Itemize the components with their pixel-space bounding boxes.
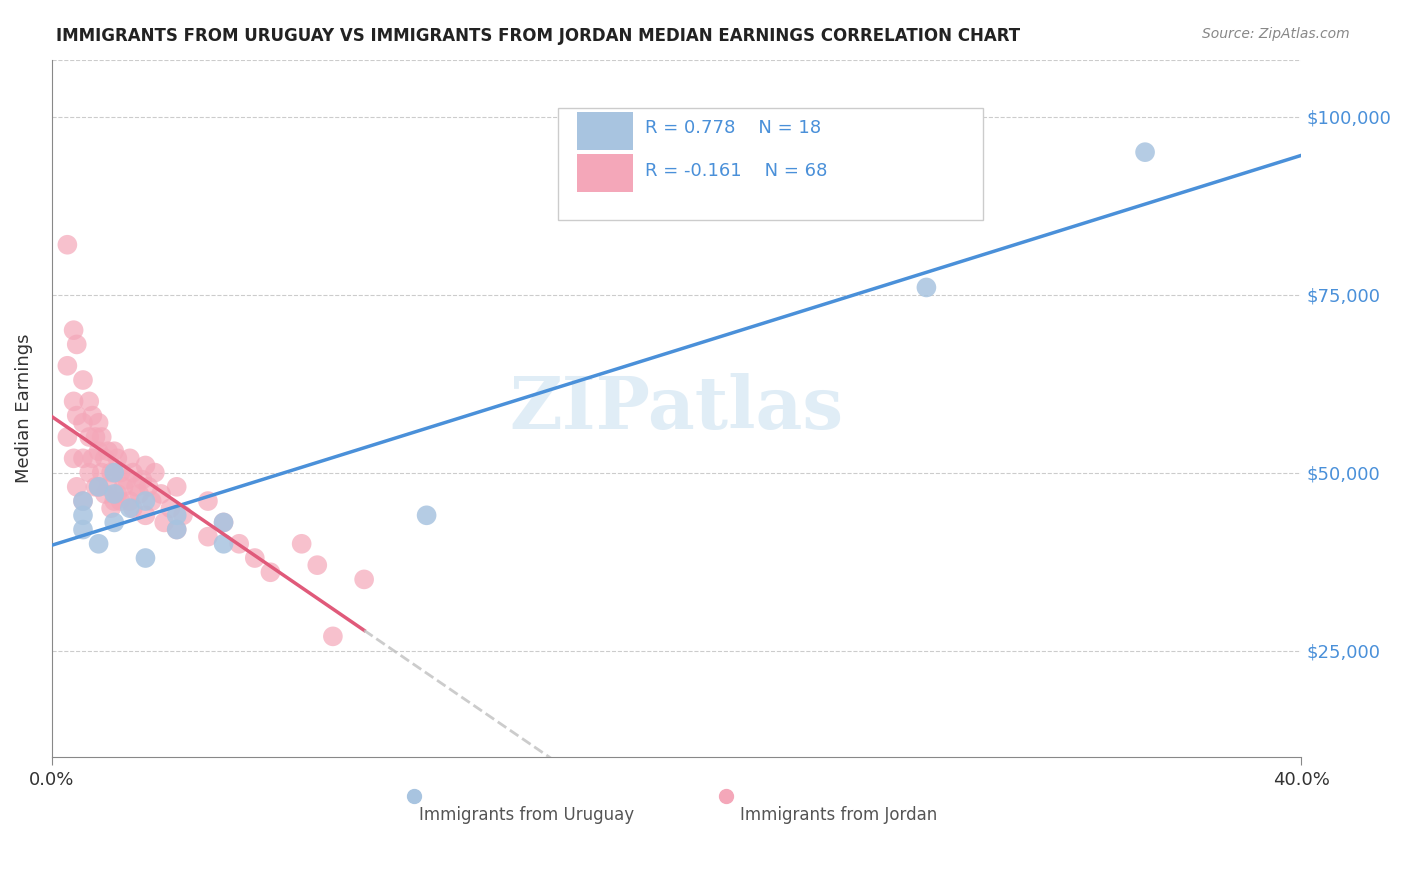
Point: [90, 430, 112, 444]
Point: [56, 430, 79, 444]
Point: [100, 501, 122, 516]
Point: [84, 480, 107, 494]
Point: [105, 487, 128, 501]
Text: ZIPatlas: ZIPatlas: [509, 373, 844, 444]
Point: [100, 466, 122, 480]
Point: [94, 487, 117, 501]
Point: [87, 444, 110, 458]
Point: [212, 537, 235, 551]
Point: [212, 516, 235, 530]
Point: [915, 280, 938, 294]
Point: [87, 480, 110, 494]
Point: [97, 480, 120, 494]
Point: [103, 466, 125, 480]
Point: [62, 394, 84, 409]
Point: [90, 466, 112, 480]
Point: [72, 373, 94, 387]
Point: [166, 480, 188, 494]
Point: [150, 487, 173, 501]
Point: [62, 451, 84, 466]
Point: [166, 523, 188, 537]
Point: [353, 573, 375, 587]
Point: [56, 237, 79, 252]
Point: [56, 359, 79, 373]
Point: [103, 466, 125, 480]
Point: [134, 494, 156, 508]
Point: [77, 394, 100, 409]
Point: [118, 501, 141, 516]
Point: [134, 551, 156, 566]
Point: [131, 473, 153, 487]
Point: [72, 508, 94, 523]
Point: [110, 466, 132, 480]
Point: [122, 466, 145, 480]
Point: [166, 508, 188, 523]
Point: [141, 494, 163, 508]
Point: [87, 537, 110, 551]
Point: [122, 501, 145, 516]
Point: [82, 409, 104, 423]
FancyBboxPatch shape: [558, 109, 983, 220]
Point: [415, 508, 437, 523]
Text: Source: ZipAtlas.com: Source: ZipAtlas.com: [1202, 27, 1350, 41]
Text: Immigrants from Uruguay: Immigrants from Uruguay: [419, 806, 634, 824]
Point: [77, 430, 100, 444]
Text: R = -0.161    N = 68: R = -0.161 N = 68: [645, 162, 828, 180]
Point: [322, 629, 344, 643]
Point: [97, 444, 120, 458]
Y-axis label: Median Earnings: Median Earnings: [15, 334, 32, 483]
Point: [66, 480, 89, 494]
Point: [134, 458, 156, 473]
Point: [243, 551, 266, 566]
Text: IMMIGRANTS FROM URUGUAY VS IMMIGRANTS FROM JORDAN MEDIAN EARNINGS CORRELATION CH: IMMIGRANTS FROM URUGUAY VS IMMIGRANTS FR…: [56, 27, 1021, 45]
Point: [118, 494, 141, 508]
Point: [112, 480, 135, 494]
Point: [66, 409, 89, 423]
Point: [197, 530, 219, 544]
FancyBboxPatch shape: [576, 112, 633, 151]
Point: [62, 323, 84, 337]
Point: [153, 516, 176, 530]
Point: [77, 466, 100, 480]
Point: [72, 416, 94, 430]
Point: [82, 451, 104, 466]
Point: [166, 523, 188, 537]
Point: [134, 508, 156, 523]
Point: [138, 480, 160, 494]
Point: [103, 444, 125, 458]
Point: [307, 558, 329, 573]
Point: [228, 537, 250, 551]
Text: R = 0.778    N = 18: R = 0.778 N = 18: [645, 119, 821, 137]
Point: [66, 337, 89, 351]
Point: [259, 566, 281, 580]
Point: [87, 480, 110, 494]
Point: [72, 523, 94, 537]
Point: [72, 494, 94, 508]
Point: [212, 516, 235, 530]
Point: [118, 451, 141, 466]
Point: [1133, 145, 1156, 160]
Point: [103, 494, 125, 508]
Point: [72, 451, 94, 466]
Point: [84, 430, 107, 444]
Point: [94, 451, 117, 466]
Point: [105, 451, 128, 466]
Point: [87, 416, 110, 430]
Point: [128, 487, 150, 501]
Point: [143, 466, 166, 480]
FancyBboxPatch shape: [576, 153, 633, 192]
Point: [291, 537, 314, 551]
Point: [115, 473, 138, 487]
Point: [103, 516, 125, 530]
Text: Immigrants from Jordan: Immigrants from Jordan: [741, 806, 938, 824]
Point: [197, 494, 219, 508]
Point: [125, 480, 148, 494]
Point: [72, 494, 94, 508]
Point: [103, 487, 125, 501]
Point: [172, 508, 194, 523]
Point: [110, 494, 132, 508]
Point: [159, 501, 181, 516]
